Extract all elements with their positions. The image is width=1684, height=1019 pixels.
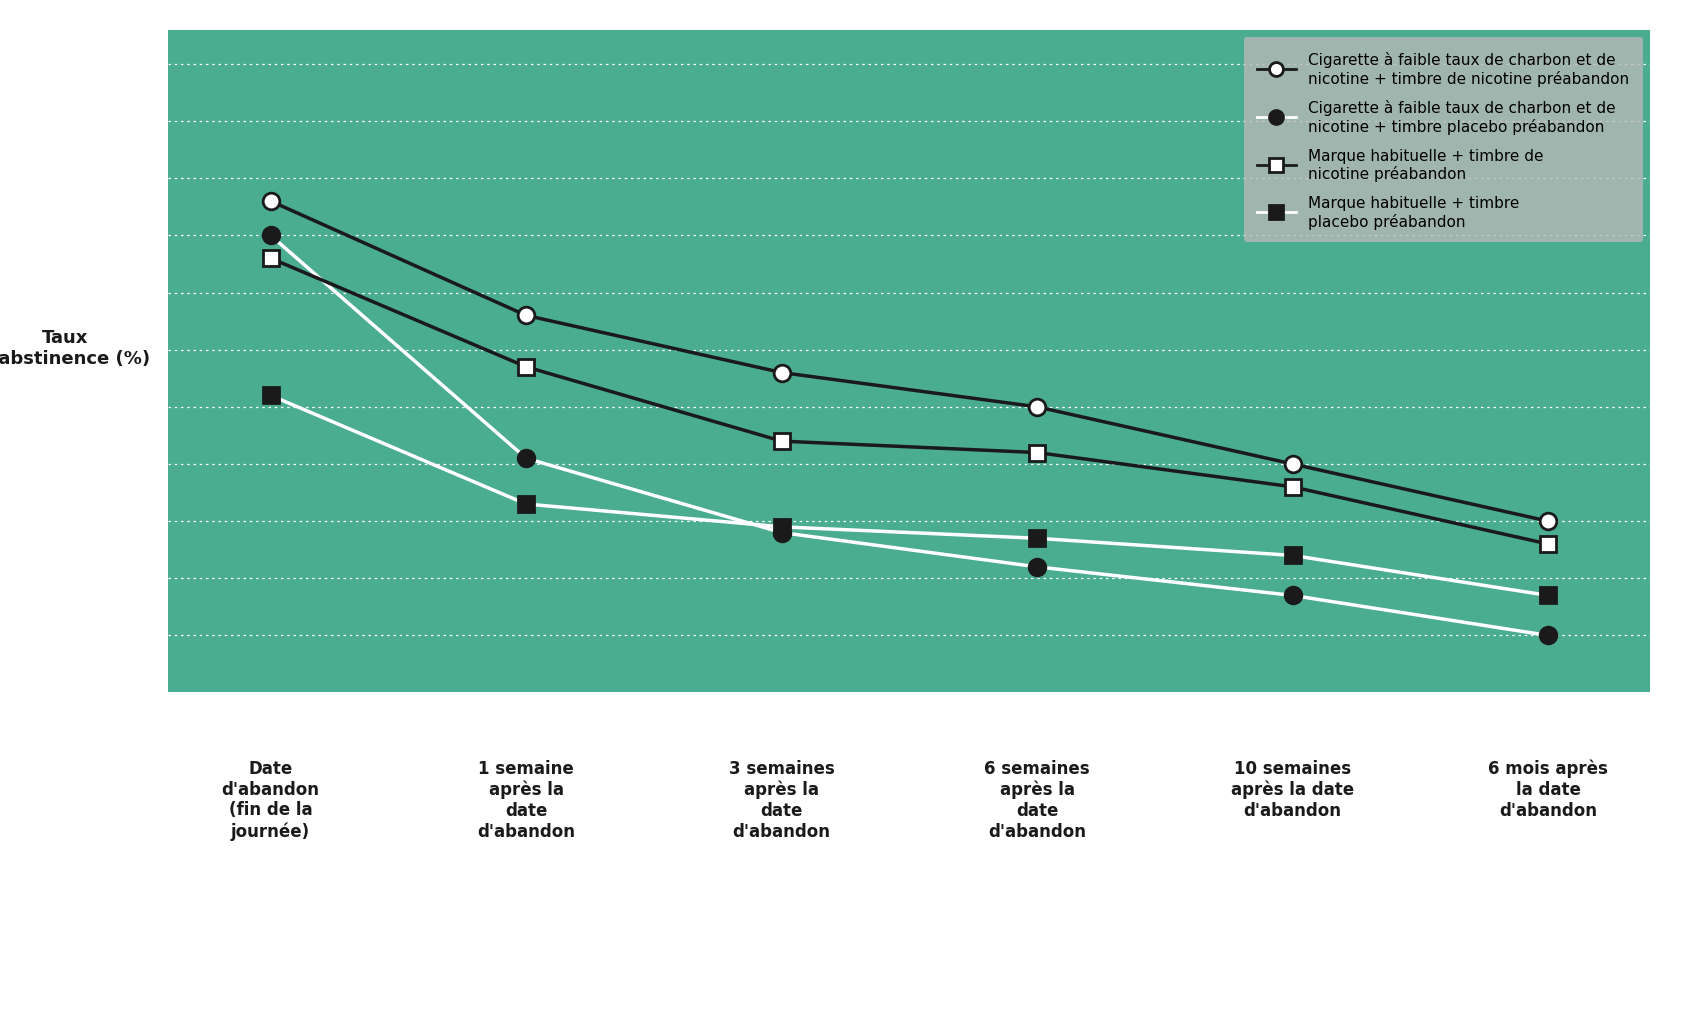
Text: 6 mois après
la date
d'abandon: 6 mois après la date d'abandon bbox=[1489, 759, 1608, 819]
Text: 3 semaines
après la
date
d'abandon: 3 semaines après la date d'abandon bbox=[729, 759, 835, 840]
Legend: Cigarette à faible taux de charbon et de
nicotine + timbre de nicotine préabando: Cigarette à faible taux de charbon et de… bbox=[1244, 38, 1642, 244]
Text: 6 semaines
après la
date
d'abandon: 6 semaines après la date d'abandon bbox=[985, 759, 1090, 840]
Text: 10 semaines
après la date
d'abandon: 10 semaines après la date d'abandon bbox=[1231, 759, 1354, 819]
Text: Date
d'abandon
(fin de la
journée): Date d'abandon (fin de la journée) bbox=[222, 759, 320, 840]
Y-axis label: Taux
d'abstinence (%): Taux d'abstinence (%) bbox=[0, 329, 150, 368]
Text: 1 semaine
après la
date
d'abandon: 1 semaine après la date d'abandon bbox=[477, 759, 576, 840]
